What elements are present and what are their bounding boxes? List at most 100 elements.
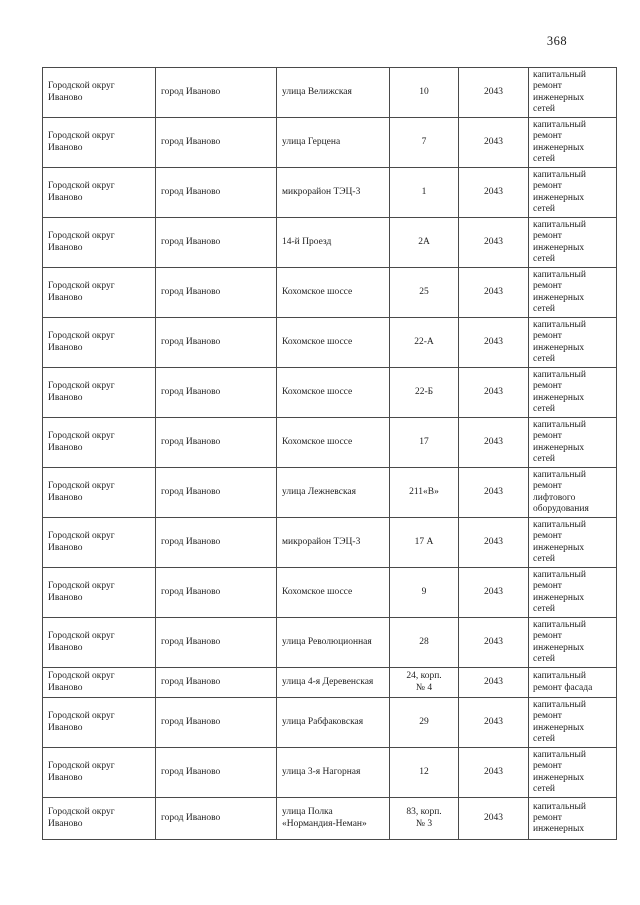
cell-house: 2А <box>389 217 459 268</box>
table-row: Городской округ Иваново город Иваново улиц… <box>42 747 617 798</box>
cell-street: улица Велижская <box>276 67 390 118</box>
cell-year: 2043 <box>458 217 529 268</box>
table-row: Городской округ Иваново город Иваново Кохо… <box>42 267 617 318</box>
cell-year: 2043 <box>458 167 529 218</box>
table-row: Городской округ Иваново город Иваново Кохо… <box>42 567 617 618</box>
cell-district: Городской округ Иваново <box>42 67 156 118</box>
cell-house: 22-А <box>389 317 459 368</box>
cell-street: микрорайон ТЭЦ-3 <box>276 517 390 568</box>
cell-work: капитальный ремонт инженерных <box>528 797 617 840</box>
table-row: Городской округ Иваново город Иваново улиц… <box>42 697 617 748</box>
cell-house: 9 <box>389 567 459 618</box>
table-row: Городской округ Иваново город Иваново 14-й… <box>42 217 617 268</box>
cell-work: капитальный ремонт инженерных сетей <box>528 317 617 368</box>
cell-house: 12 <box>389 747 459 798</box>
cell-house: 24, корп. № 4 <box>389 667 459 698</box>
cell-district: Городской округ Иваново <box>42 617 156 668</box>
cell-district: Городской округ Иваново <box>42 517 156 568</box>
cell-district: Городской округ Иваново <box>42 667 156 698</box>
cell-work: капитальный ремонт инженерных сетей <box>528 747 617 798</box>
table-row: Городской округ Иваново город Иваново улиц… <box>42 797 617 840</box>
cell-work: капитальный ремонт инженерных сетей <box>528 67 617 118</box>
cell-city: город Иваново <box>155 567 277 618</box>
cell-city: город Иваново <box>155 117 277 168</box>
cell-district: Городской округ Иваново <box>42 217 156 268</box>
cell-year: 2043 <box>458 667 529 698</box>
cell-district: Городской округ Иваново <box>42 117 156 168</box>
cell-work: капитальный ремонт инженерных сетей <box>528 697 617 748</box>
cell-district: Городской округ Иваново <box>42 797 156 840</box>
cell-year: 2043 <box>458 697 529 748</box>
cell-house: 17 А <box>389 517 459 568</box>
cell-year: 2043 <box>458 567 529 618</box>
cell-work: капитальный ремонт инженерных сетей <box>528 267 617 318</box>
cell-city: город Иваново <box>155 317 277 368</box>
table-row: Городской округ Иваново город Иваново Кохо… <box>42 367 617 418</box>
cell-street: Кохомское шоссе <box>276 267 390 318</box>
cell-city: город Иваново <box>155 267 277 318</box>
table-body: Городской округ Иваново город Иваново улиц… <box>42 67 617 840</box>
cell-work: капитальный ремонт инженерных сетей <box>528 367 617 418</box>
cell-city: город Иваново <box>155 417 277 468</box>
cell-city: город Иваново <box>155 617 277 668</box>
table-row: Городской округ Иваново город Иваново микр… <box>42 517 617 568</box>
cell-work: капитальный ремонт инженерных сетей <box>528 517 617 568</box>
cell-year: 2043 <box>458 517 529 568</box>
cell-district: Городской округ Иваново <box>42 267 156 318</box>
cell-work: капитальный ремонт инженерных сетей <box>528 117 617 168</box>
cell-street: Кохомское шоссе <box>276 367 390 418</box>
cell-street: улица Лежневская <box>276 467 390 518</box>
cell-district: Городской округ Иваново <box>42 417 156 468</box>
table-row: Городской округ Иваново город Иваново Кохо… <box>42 417 617 468</box>
repair-schedule-table: Городской округ Иваново город Иваново улиц… <box>42 67 617 840</box>
cell-house: 17 <box>389 417 459 468</box>
cell-year: 2043 <box>458 117 529 168</box>
cell-house: 28 <box>389 617 459 668</box>
cell-city: город Иваново <box>155 697 277 748</box>
cell-district: Городской округ Иваново <box>42 467 156 518</box>
table-row: Городской округ Иваново город Иваново Кохо… <box>42 317 617 368</box>
table-row: Городской округ Иваново город Иваново улиц… <box>42 617 617 668</box>
cell-city: город Иваново <box>155 667 277 698</box>
cell-city: город Иваново <box>155 167 277 218</box>
cell-district: Городской округ Иваново <box>42 367 156 418</box>
cell-street: улица Полка «Нормандия-Неман» <box>276 797 390 840</box>
cell-house: 29 <box>389 697 459 748</box>
cell-street: Кохомское шоссе <box>276 417 390 468</box>
cell-city: город Иваново <box>155 517 277 568</box>
cell-city: город Иваново <box>155 747 277 798</box>
cell-work: капитальный ремонт инженерных сетей <box>528 217 617 268</box>
cell-house: 25 <box>389 267 459 318</box>
cell-year: 2043 <box>458 467 529 518</box>
cell-year: 2043 <box>458 797 529 840</box>
cell-house: 1 <box>389 167 459 218</box>
table-row: Городской округ Иваново город Иваново улиц… <box>42 117 617 168</box>
cell-street: Кохомское шоссе <box>276 567 390 618</box>
cell-work: капитальный ремонт фасада <box>528 667 617 698</box>
cell-house: 211«В» <box>389 467 459 518</box>
cell-street: улица 3-я Нагорная <box>276 747 390 798</box>
cell-street: улица Герцена <box>276 117 390 168</box>
cell-work: капитальный ремонт инженерных сетей <box>528 567 617 618</box>
table-row: Городской округ Иваново город Иваново улиц… <box>42 667 617 698</box>
cell-year: 2043 <box>458 367 529 418</box>
cell-year: 2043 <box>458 317 529 368</box>
page-number: 368 <box>546 34 568 48</box>
cell-district: Городской округ Иваново <box>42 697 156 748</box>
cell-work: капитальный ремонт инженерных сетей <box>528 167 617 218</box>
cell-district: Городской округ Иваново <box>42 747 156 798</box>
cell-year: 2043 <box>458 67 529 118</box>
cell-city: город Иваново <box>155 367 277 418</box>
cell-district: Городской округ Иваново <box>42 567 156 618</box>
cell-city: город Иваново <box>155 217 277 268</box>
cell-house: 10 <box>389 67 459 118</box>
cell-house: 83, корп. № 3 <box>389 797 459 840</box>
table-row: Городской округ Иваново город Иваново микр… <box>42 167 617 218</box>
cell-city: город Иваново <box>155 67 277 118</box>
cell-work: капитальный ремонт лифтового оборудовани… <box>528 467 617 518</box>
cell-district: Городской округ Иваново <box>42 167 156 218</box>
cell-year: 2043 <box>458 267 529 318</box>
cell-city: город Иваново <box>155 467 277 518</box>
cell-city: город Иваново <box>155 797 277 840</box>
